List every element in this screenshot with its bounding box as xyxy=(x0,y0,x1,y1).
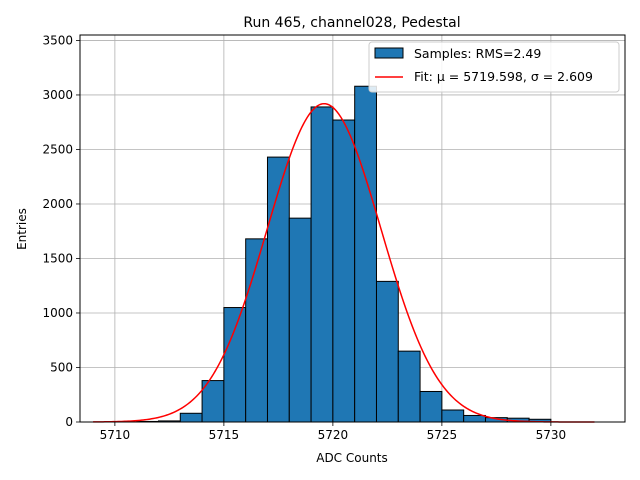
y-tick-label: 3000 xyxy=(42,88,73,102)
x-axis-ticks: 5710 5715 5720 5725 5730 xyxy=(100,422,567,442)
y-tick-label: 1500 xyxy=(42,251,73,265)
y-tick-label: 500 xyxy=(50,360,73,374)
histogram-bar xyxy=(266,156,290,423)
x-tick-label: 5730 xyxy=(536,428,567,442)
y-tick-label: 3500 xyxy=(42,33,73,47)
plot-frame xyxy=(79,34,626,423)
x-tick-label: 5710 xyxy=(100,428,131,442)
histogram-bar xyxy=(310,106,334,423)
legend-fit-prefix: Fit: xyxy=(414,69,437,84)
x-axis-label: ADC Counts xyxy=(316,451,388,465)
x-tick-label: 5715 xyxy=(209,428,240,442)
histogram-bar xyxy=(397,350,421,423)
y-axis-label: Entries xyxy=(15,208,29,250)
histogram-bar xyxy=(288,217,312,423)
histogram-bar xyxy=(419,390,443,423)
fit-curve xyxy=(93,102,595,423)
histogram-bars xyxy=(136,85,552,423)
histogram-bar xyxy=(375,280,399,423)
legend-fit-label: Fit: μ = 5719.598, σ = 2.609 xyxy=(414,69,593,84)
x-tick-label: 5720 xyxy=(318,428,349,442)
histogram-bar xyxy=(179,412,203,423)
histogram-bar xyxy=(354,85,377,423)
histogram-bar xyxy=(463,414,486,423)
histogram-bar xyxy=(332,119,356,423)
y-tick-label: 2000 xyxy=(42,197,73,211)
legend-fit-mu: μ = 5719.598 xyxy=(437,69,523,84)
legend-box xyxy=(368,41,620,93)
histogram-bar xyxy=(223,307,247,423)
legend-fit-sigma: σ = 2.609 xyxy=(531,69,593,84)
y-tick-label: 1000 xyxy=(42,306,73,320)
legend-histogram-swatch xyxy=(374,47,404,59)
legend-fit-separator: , xyxy=(523,69,531,84)
legend-histogram-label: Samples: RMS=2.49 xyxy=(414,46,541,61)
y-tick-label: 2500 xyxy=(42,142,73,156)
chart-title: Run 465, channel028, Pedestal xyxy=(243,15,460,31)
x-tick-label: 5725 xyxy=(427,428,458,442)
histogram-bar xyxy=(441,409,465,423)
y-tick-label: 0 xyxy=(65,415,73,429)
y-axis-ticks: 0 500 1000 1500 2000 2500 3000 3500 xyxy=(42,33,80,429)
legend: Samples: RMS=2.49 Fit: μ = 5719.598, σ =… xyxy=(368,41,620,93)
